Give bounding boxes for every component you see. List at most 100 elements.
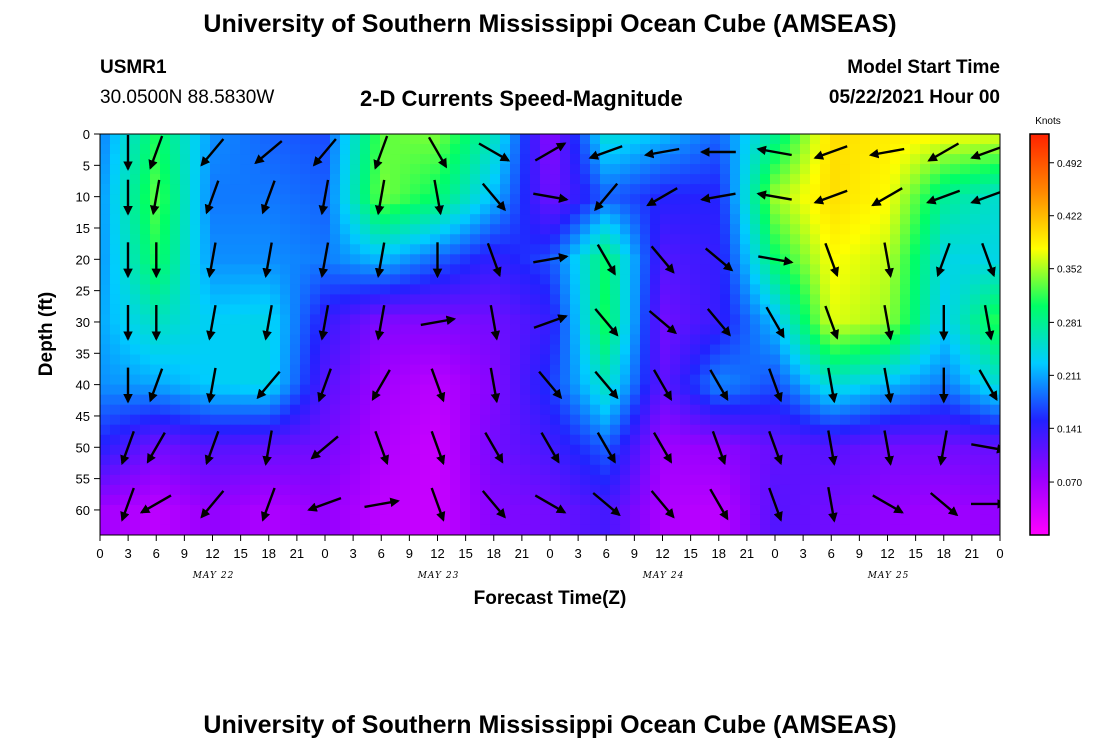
heatmap-cell: [360, 344, 371, 356]
heatmap-cell: [790, 364, 801, 376]
heatmap-cell: [110, 214, 121, 225]
heatmap-cell: [670, 244, 681, 255]
heatmap-cell: [640, 234, 651, 245]
heatmap-cell: [760, 244, 771, 255]
heatmap-cell: [600, 424, 611, 436]
heatmap-cell: [710, 154, 721, 165]
heatmap-cell: [810, 374, 821, 386]
heatmap-cell: [770, 464, 781, 476]
heatmap-cell: [670, 214, 681, 225]
heatmap-cell: [380, 304, 391, 316]
current-vector: [650, 490, 675, 519]
heatmap-cell: [930, 174, 941, 185]
heatmap-cell: [420, 524, 431, 535]
heatmap-cell: [530, 364, 541, 376]
heatmap-cell: [410, 194, 421, 205]
heatmap-cell: [600, 434, 611, 446]
heatmap-cell: [830, 474, 841, 486]
page-title: University of Southern Mississippi Ocean…: [203, 10, 897, 38]
heatmap-cell: [320, 424, 331, 436]
heatmap-cell: [990, 334, 1000, 346]
heatmap-cell: [350, 324, 361, 336]
heatmap-cell: [330, 384, 341, 396]
heatmap-cell: [480, 294, 491, 306]
current-vector: [433, 179, 444, 216]
heatmap-cell: [840, 294, 851, 306]
heatmap-cell: [690, 474, 701, 486]
heatmap-cell: [580, 344, 591, 356]
heatmap-cell: [250, 234, 261, 245]
heatmap-cell: [940, 144, 951, 155]
heatmap-cell: [900, 514, 911, 526]
heatmap-cell: [770, 434, 781, 446]
heatmap-cell: [300, 284, 311, 296]
heatmap-cell: [710, 464, 721, 476]
heatmap-cell: [870, 284, 881, 296]
heatmap-cell: [710, 274, 721, 285]
heatmap-cell: [630, 344, 641, 356]
heatmap-cell: [670, 134, 681, 145]
heatmap-cell: [410, 344, 421, 356]
heatmap-cell: [150, 474, 161, 486]
heatmap-cell: [440, 524, 451, 535]
heatmap-cell: [400, 354, 411, 366]
heatmap-cell: [280, 164, 291, 175]
heatmap-cell: [370, 424, 381, 436]
heatmap-cell: [400, 154, 411, 165]
heatmap-cell: [360, 394, 371, 406]
heatmap-cell: [530, 234, 541, 245]
heatmap-cell: [820, 514, 831, 526]
heatmap-cell: [250, 424, 261, 436]
x-tick-label: 0: [546, 546, 553, 561]
heatmap-cell: [190, 374, 201, 386]
heatmap-cell: [650, 234, 661, 245]
heatmap-cell: [810, 484, 821, 496]
heatmap-cell: [980, 184, 991, 195]
heatmap-cell: [500, 254, 511, 265]
heatmap-cell: [190, 454, 201, 466]
heatmap-cell: [540, 354, 551, 366]
heatmap-cell: [760, 304, 771, 316]
heatmap-cell: [410, 244, 421, 255]
heatmap-cell: [110, 274, 121, 285]
heatmap-cell: [740, 324, 751, 336]
heatmap-cell: [980, 474, 991, 486]
heatmap-cell: [910, 454, 921, 466]
heatmap-cell: [660, 164, 671, 175]
heatmap-cell: [440, 424, 451, 436]
current-vector: [706, 308, 731, 337]
heatmap-cell: [260, 524, 271, 535]
heatmap-cell: [570, 354, 581, 366]
heatmap-cell: [530, 214, 541, 225]
heatmap-cell: [410, 234, 421, 245]
heatmap-cell: [370, 314, 381, 326]
heatmap-cell: [270, 294, 281, 306]
heatmap-cell: [840, 244, 851, 255]
current-vector: [534, 494, 567, 514]
heatmap-cell: [440, 504, 451, 516]
heatmap-cell: [420, 234, 431, 245]
heatmap-cell: [720, 474, 731, 486]
heatmap-cell: [700, 444, 711, 456]
heatmap-cell: [590, 244, 601, 255]
heatmap-cell: [330, 414, 341, 426]
heatmap-cell: [220, 224, 231, 235]
heatmap-cell: [310, 484, 321, 496]
heatmap-cell: [690, 404, 701, 416]
heatmap-cell: [300, 364, 311, 376]
heatmap-cell: [260, 214, 271, 225]
heatmap-cell: [520, 254, 531, 265]
heatmap-cell: [650, 354, 661, 366]
heatmap-cell: [180, 304, 191, 316]
heatmap-cell: [230, 364, 241, 376]
heatmap-cell: [410, 254, 421, 265]
heatmap-cell: [530, 314, 541, 326]
heatmap-cell: [850, 444, 861, 456]
heatmap-cell: [230, 144, 241, 155]
heatmap-cell: [780, 524, 791, 535]
heatmap-cell: [140, 364, 151, 376]
heatmap-cell: [400, 494, 411, 506]
heatmap-cell: [740, 424, 751, 436]
heatmap-cell: [770, 344, 781, 356]
heatmap-cell: [320, 214, 331, 225]
